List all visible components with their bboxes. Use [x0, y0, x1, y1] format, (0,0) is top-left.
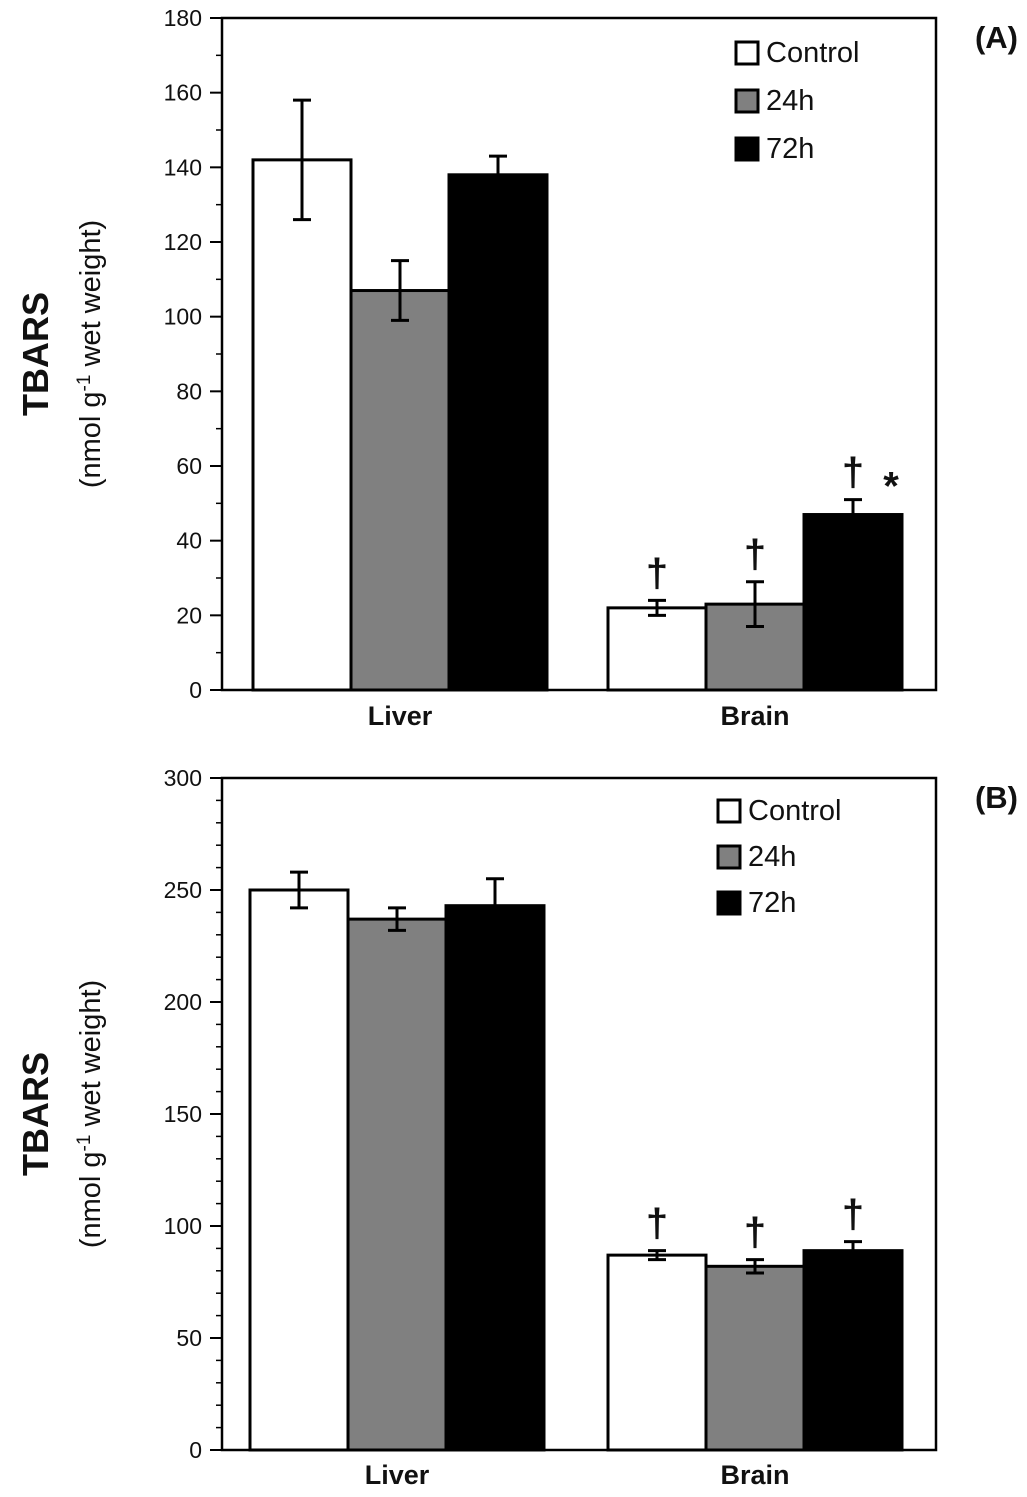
significance-marker: †	[842, 451, 864, 495]
error-bar	[388, 906, 406, 932]
panel-label: (B)	[975, 780, 1018, 815]
legend-label: 72h	[748, 887, 796, 919]
y-tick-label: 140	[164, 154, 202, 180]
bar-liver-control	[248, 888, 350, 1452]
bar-brain-24h	[704, 1264, 806, 1452]
bar-liver-24h	[349, 289, 451, 692]
bar-liver-72h	[447, 173, 549, 692]
legend: Control 24h 72h	[734, 37, 860, 165]
legend-swatch	[734, 88, 760, 114]
legend: Control 24h 72h	[716, 795, 842, 919]
chart-panel-1: 0 50 100 150 200 250 300 Liver Brain † † † TBARS (nmo…	[15, 765, 1018, 1490]
y-tick-label: 0	[189, 677, 202, 703]
x-category-label: Liver	[368, 701, 433, 731]
legend-swatch	[734, 136, 760, 162]
y-tick-label: 0	[189, 1437, 202, 1463]
bar-brain-72h	[802, 513, 904, 692]
error-bar	[746, 1258, 764, 1275]
bar-liver-72h	[444, 904, 546, 1452]
legend-swatch	[716, 798, 742, 824]
error-bar	[486, 877, 504, 935]
error-bar	[290, 870, 308, 910]
legend-label: 24h	[766, 85, 814, 117]
x-category-label: Brain	[720, 701, 789, 731]
y-tick-label: 100	[164, 304, 202, 330]
bar-brain-control	[606, 1253, 708, 1452]
y-axis-title: TBARS	[15, 292, 56, 416]
y-tick-label: 250	[164, 877, 202, 903]
y-tick-label: 50	[176, 1325, 202, 1351]
y-tick-label: 160	[164, 80, 202, 106]
error-bar	[844, 1240, 862, 1262]
bar-brain-72h	[802, 1249, 904, 1452]
error-bar	[648, 1249, 666, 1262]
legend-swatch	[716, 890, 742, 916]
y-tick-label: 300	[164, 765, 202, 791]
y-axis-units: (nmol g-1 wet weight)	[74, 220, 108, 488]
error-bar	[489, 154, 507, 195]
y-tick-label: 80	[176, 378, 202, 404]
y-tick-label: 200	[164, 989, 202, 1015]
error-bar	[293, 98, 311, 222]
legend-label: 72h	[766, 133, 814, 165]
significance-marker: †	[842, 1193, 864, 1237]
y-axis-units: (nmol g-1 wet weight)	[74, 980, 108, 1248]
significance-marker: †	[744, 1211, 766, 1255]
error-bar	[746, 580, 764, 629]
legend-label: Control	[748, 795, 842, 827]
y-tick-label: 20	[176, 602, 202, 628]
panel-label: (A)	[975, 20, 1018, 55]
x-category-label: Liver	[365, 1460, 430, 1490]
y-tick-label: 150	[164, 1101, 202, 1127]
error-bar	[648, 598, 666, 617]
chart-panel-0: 0 20 40 60 80 100 120 140 160 180 Liver Brain † † † * TB…	[15, 5, 1018, 731]
bar-liver-24h	[346, 917, 448, 1452]
significance-marker: †	[646, 551, 668, 595]
legend-label: Control	[766, 37, 860, 69]
significance-marker: *	[883, 465, 899, 509]
y-tick-label: 40	[176, 528, 202, 554]
y-tick-label: 180	[164, 5, 202, 31]
legend-swatch	[716, 844, 742, 870]
legend-swatch	[734, 40, 760, 66]
y-axis-title: TBARS	[15, 1052, 56, 1176]
x-category-label: Brain	[720, 1460, 789, 1490]
significance-marker: †	[646, 1202, 668, 1246]
bar-brain-control	[606, 606, 708, 692]
y-tick-label: 100	[164, 1213, 202, 1239]
error-bar	[844, 498, 862, 531]
y-tick-label: 60	[176, 453, 202, 479]
significance-marker: †	[744, 533, 766, 577]
error-bar	[391, 259, 409, 322]
legend-label: 24h	[748, 841, 796, 873]
y-tick-label: 120	[164, 229, 202, 255]
bar-liver-control	[251, 158, 353, 692]
